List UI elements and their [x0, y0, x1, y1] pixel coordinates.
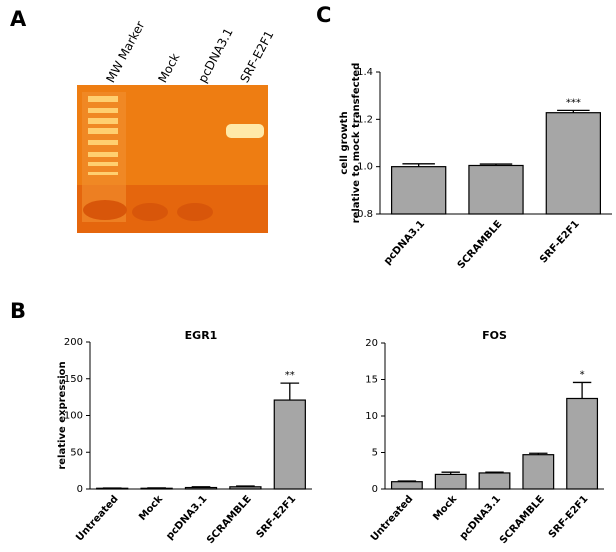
- lane-label: SRF-E2F1: [237, 28, 276, 85]
- chart-title: FOS: [482, 329, 507, 342]
- bar: [478, 472, 511, 490]
- y-tick-label: 0: [372, 484, 378, 495]
- error-bar: [441, 471, 460, 475]
- significance-label: **: [285, 370, 295, 381]
- y-tick-label: 5: [372, 448, 378, 459]
- error-bar: [557, 109, 590, 113]
- y-tick-label: 1.0: [357, 162, 373, 173]
- panel-label: A: [10, 7, 27, 31]
- lane-label: MW Marker: [103, 19, 147, 85]
- bar: [273, 399, 306, 490]
- bar: [545, 112, 601, 215]
- significance-label: ***: [566, 97, 581, 108]
- error-bar: [529, 452, 548, 455]
- y-tick-label: 1.4: [357, 67, 373, 78]
- lane-label: pcDNA3.1: [195, 26, 235, 85]
- significance-label: *: [580, 369, 585, 380]
- x-tick-label: SRF-E2F1: [255, 494, 299, 541]
- y-axis-label: relative expression: [57, 361, 68, 469]
- error-bar: [479, 163, 513, 166]
- chart-title: EGR1: [185, 329, 218, 342]
- x-tick-label: SCRAMBLE: [456, 219, 505, 272]
- x-tick-label: SRF-E2F1: [538, 219, 582, 266]
- lane-label: Mock: [155, 51, 182, 85]
- x-tick-label: Untreated: [369, 494, 415, 544]
- y-tick-label: 200: [64, 337, 83, 348]
- x-tick-label: pcDNA3.1: [458, 494, 503, 542]
- y-tick-label: 100: [64, 411, 83, 422]
- x-tick-label: SCRAMBLE: [498, 494, 547, 547]
- panel-label: C: [316, 3, 331, 27]
- error-bar: [402, 163, 435, 167]
- y-axis-label: relative to mock transfected: [351, 63, 362, 224]
- x-tick-label: SRF-E2F1: [547, 494, 591, 541]
- bar: [229, 486, 262, 490]
- error-bar: [572, 381, 592, 399]
- x-tick-label: Mock: [431, 493, 459, 522]
- x-tick-label: Mock: [137, 493, 165, 522]
- bar: [391, 166, 447, 215]
- y-tick-label: 50: [70, 447, 83, 458]
- x-tick-label: pcDNA3.1: [382, 219, 427, 267]
- error-bar: [397, 480, 417, 482]
- bar: [566, 397, 599, 490]
- bar: [184, 486, 218, 490]
- y-tick-label: 10: [365, 411, 378, 422]
- bar: [434, 473, 467, 490]
- error-bar: [485, 471, 504, 473]
- error-bar: [280, 382, 300, 401]
- y-tick-label: 1.2: [357, 114, 373, 125]
- x-tick-label: pcDNA3.1: [164, 494, 209, 542]
- y-tick-label: 20: [365, 338, 378, 349]
- error-bar: [236, 485, 255, 487]
- y-tick-label: 150: [64, 374, 83, 385]
- x-tick-label: SCRAMBLE: [205, 494, 254, 547]
- y-tick-label: 0: [77, 484, 83, 495]
- gel-image: [77, 85, 268, 233]
- y-tick-label: 0.8: [357, 209, 373, 220]
- y-axis-label: cell growth: [339, 111, 350, 174]
- y-tick-label: 15: [365, 375, 378, 386]
- bar: [390, 481, 423, 490]
- bar: [522, 454, 555, 490]
- bar: [468, 164, 524, 215]
- x-tick-label: Untreated: [74, 494, 120, 544]
- panel-label: B: [10, 299, 26, 323]
- error-bar: [191, 486, 211, 488]
